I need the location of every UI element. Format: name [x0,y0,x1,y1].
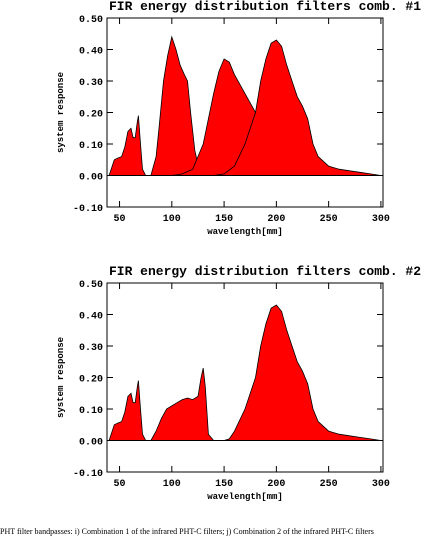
y-tick-label: 0.10 [79,406,103,417]
x-tick-label: 100 [163,479,181,490]
y-tick-label: 0.00 [79,438,103,449]
y-tick-label: 0.30 [79,343,103,354]
filter-area [150,368,215,441]
y-axis-label: system response [56,72,66,153]
x-tick-label: 50 [114,214,126,225]
x-axis-label: wavelength[mm] [207,227,283,237]
x-tick-label: 150 [215,214,233,225]
y-tick-label: 0.40 [79,312,103,323]
x-tick-label: 200 [267,479,285,490]
x-tick-label: 300 [372,214,390,225]
filter-area [108,35,209,176]
filter-area [223,304,381,441]
x-tick-label: 300 [372,479,390,490]
y-tick-label: -0.10 [73,469,103,480]
y-tick-label: 0.20 [79,110,103,121]
y-tick-label: 0.30 [79,78,103,89]
y-tick-label: -0.10 [73,204,103,215]
chart-title: FIR energy distribution filters comb. #1 [109,0,421,14]
x-tick-label: 200 [267,214,285,225]
x-tick-label: 250 [320,479,338,490]
x-tick-label: 50 [114,479,126,490]
y-tick-label: 0.50 [79,15,103,26]
y-tick-label: 0.50 [79,280,103,291]
y-tick-label: 0.20 [79,375,103,386]
y-tick-label: 0.00 [79,173,103,184]
figure: FIR energy distribution filters comb. #1… [56,0,421,502]
x-tick-label: 150 [215,479,233,490]
x-axis-label: wavelength[mm] [207,492,283,502]
y-tick-label: 0.40 [79,47,103,58]
x-tick-label: 250 [320,214,338,225]
x-tick-label: 100 [163,214,181,225]
plot-frame [106,282,384,473]
caption: PHT filter bandpasses: i) Combination 1 … [0,527,374,536]
chart-title: FIR energy distribution filters comb. #2 [109,264,421,279]
filter-area [213,39,381,176]
filter-area [108,380,147,441]
y-tick-label: 0.10 [79,141,103,152]
y-axis-label: system response [56,337,66,418]
